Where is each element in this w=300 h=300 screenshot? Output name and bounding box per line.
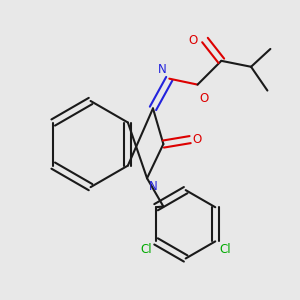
Text: N: N xyxy=(158,63,167,76)
Text: O: O xyxy=(193,133,202,146)
Text: O: O xyxy=(199,92,208,105)
Text: Cl: Cl xyxy=(140,243,152,256)
Text: Cl: Cl xyxy=(220,243,231,256)
Text: N: N xyxy=(148,180,157,193)
Text: O: O xyxy=(188,34,198,46)
